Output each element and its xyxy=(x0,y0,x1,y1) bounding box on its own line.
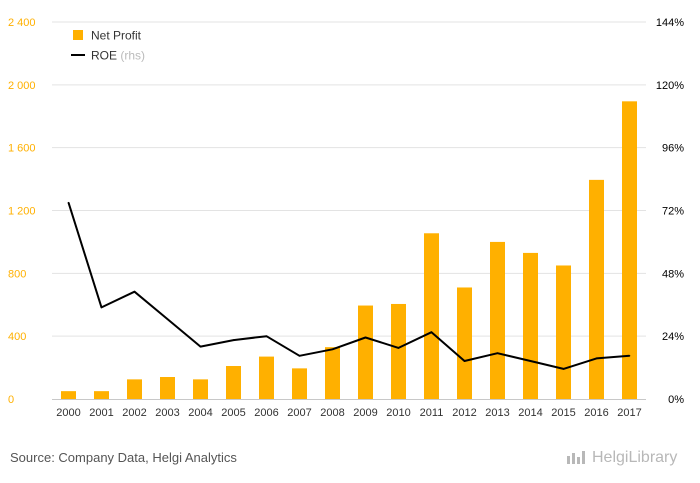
x-tick-label: 2005 xyxy=(221,407,245,419)
bar-net-profit xyxy=(259,356,274,399)
bar-net-profit xyxy=(292,368,307,399)
right-tick-label: 24% xyxy=(662,331,684,343)
bar-net-profit xyxy=(457,287,472,399)
bar-net-profit xyxy=(589,179,604,399)
combo-chart: 0 400 800 1 200 1 600 2 000 2 400 0% 24% 48% 72% 96… xyxy=(8,17,684,419)
x-tick-label: 2017 xyxy=(617,407,641,419)
right-tick-label: 96% xyxy=(662,143,684,155)
bar-net-profit xyxy=(94,391,109,399)
x-tick-label: 2012 xyxy=(452,407,476,419)
bar-net-profit xyxy=(61,391,76,399)
bar-net-profit xyxy=(424,233,439,399)
roe-point xyxy=(496,352,499,354)
bar-net-profit xyxy=(391,303,406,399)
bar-net-profit xyxy=(127,379,142,399)
left-tick-label: 1 600 xyxy=(8,143,36,155)
line-roe xyxy=(67,202,630,370)
roe-point xyxy=(232,339,235,341)
x-tick-label: 2007 xyxy=(287,407,311,419)
x-tick-label: 2010 xyxy=(386,407,410,419)
roe-point xyxy=(298,355,301,357)
x-tick-label: 2016 xyxy=(584,407,608,419)
x-tick-label: 2003 xyxy=(155,407,179,419)
source-note: Source: Company Data, Helgi Analytics xyxy=(10,450,237,465)
x-tick-label: 2001 xyxy=(89,407,113,419)
x-tick-label: 2009 xyxy=(353,407,377,419)
bar-chart-logo-icon xyxy=(567,451,585,464)
bar-net-profit xyxy=(358,305,373,399)
roe-point xyxy=(562,368,565,370)
left-tick-label: 2 400 xyxy=(8,17,36,29)
bar-net-profit xyxy=(325,347,340,399)
bar-net-profit xyxy=(193,379,208,399)
x-tick-label: 2013 xyxy=(485,407,509,419)
legend-label-net-profit: Net Profit xyxy=(91,29,142,43)
x-tick-label: 2000 xyxy=(56,407,80,419)
left-tick-label: 400 xyxy=(8,331,26,343)
right-tick-label: 0% xyxy=(668,394,684,406)
left-tick-label: 1 200 xyxy=(8,206,36,218)
bar-net-profit xyxy=(556,265,571,399)
roe-point xyxy=(199,345,202,348)
x-tick-label: 2008 xyxy=(320,407,344,419)
bar-net-profit xyxy=(490,241,505,399)
logo-text: HelgiLibrary xyxy=(592,449,678,466)
roe-point xyxy=(67,201,70,204)
roe-point xyxy=(463,360,466,362)
x-tick-label: 2011 xyxy=(420,407,444,419)
bar-net-profit xyxy=(160,377,175,399)
legend-roe-suffix: (rhs) xyxy=(120,49,145,63)
legend-swatch-net-profit xyxy=(73,30,83,40)
left-tick-label: 800 xyxy=(8,268,26,280)
roe-point xyxy=(628,355,631,357)
roe-point xyxy=(100,306,103,309)
roe-point xyxy=(595,357,598,360)
roe-point xyxy=(529,360,532,362)
roe-point xyxy=(265,335,268,337)
x-tick-label: 2006 xyxy=(254,407,278,419)
roe-point xyxy=(364,336,367,339)
x-tick-label: 2014 xyxy=(518,407,542,419)
bar-net-profit xyxy=(622,101,637,399)
roe-point xyxy=(166,318,169,320)
helgi-library-logo: HelgiLibrary xyxy=(566,449,677,467)
x-tick-label: 2004 xyxy=(188,407,212,419)
roe-point xyxy=(397,347,400,349)
right-tick-label: 48% xyxy=(662,268,684,280)
bar-net-profit xyxy=(523,252,538,399)
right-tick-label: 72% xyxy=(662,206,684,218)
legend-label-roe: ROE (rhs) xyxy=(91,49,145,63)
x-tick-label: 2015 xyxy=(551,407,575,419)
left-tick-label: 0 xyxy=(8,394,14,406)
left-tick-label: 2 000 xyxy=(8,80,36,92)
roe-point xyxy=(430,331,433,334)
right-tick-label: 144% xyxy=(656,17,684,29)
roe-point xyxy=(133,290,136,293)
legend-roe-name: ROE xyxy=(91,49,120,63)
bar-net-profit xyxy=(226,366,241,399)
right-tick-label: 120% xyxy=(656,80,684,92)
roe-point xyxy=(331,348,334,351)
x-tick-label: 2002 xyxy=(122,407,146,419)
